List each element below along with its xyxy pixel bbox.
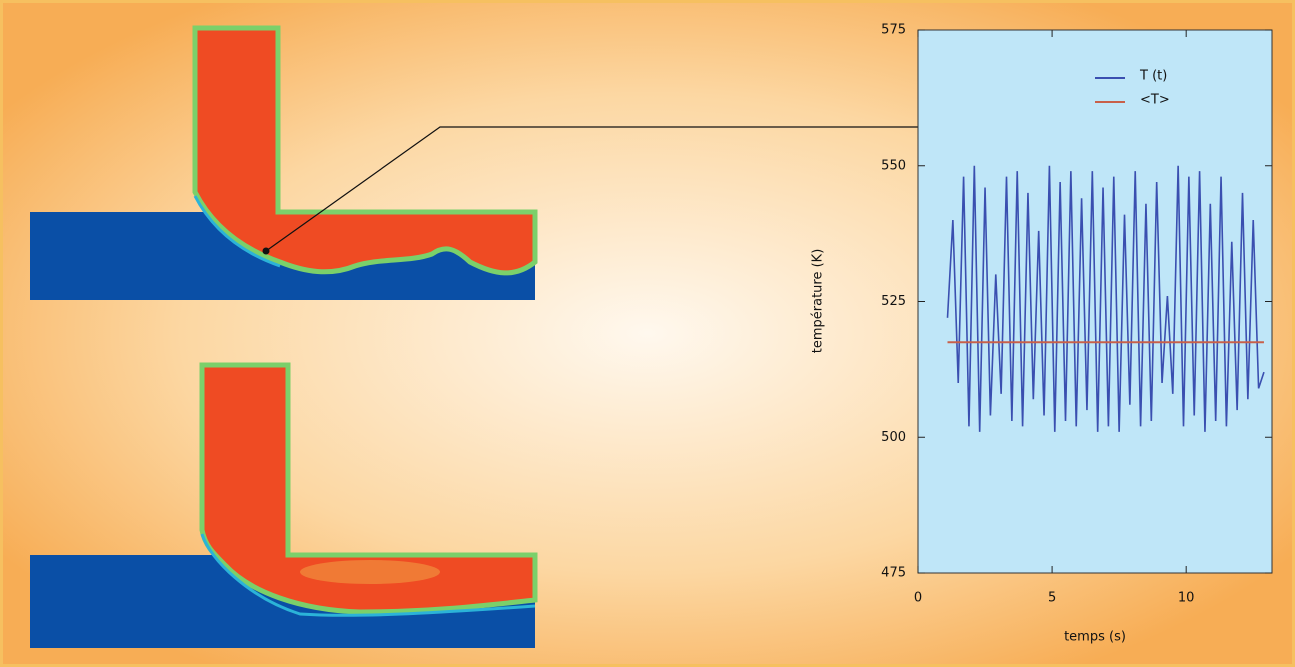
simulation-bottom [30,362,538,648]
legend-label: T (t) [1139,69,1167,84]
y-axis-label: température (K) [811,249,826,354]
y-tick-label: 550 [881,158,906,173]
hot-flow [199,362,538,615]
legend-label: <T> [1140,93,1170,108]
x-axis-label: temps (s) [1064,630,1126,645]
mixing-layer [193,195,281,268]
y-tick-label: 475 [881,566,906,581]
y-tick-label: 575 [881,23,906,38]
simulation-top [30,25,918,300]
y-tick-label: 500 [881,430,906,445]
chart: temps (s) température (K) 475 500 525 550 57… [811,23,1273,645]
mixing-layer [200,533,536,617]
data-line [946,165,1265,432]
x-tick-label: 10 [1178,591,1195,606]
x-tick-label: 0 [914,591,922,606]
y-tick-label: 525 [881,294,906,309]
hot-flow [192,25,538,276]
probe-connector [265,126,918,252]
x-tick-label: 5 [1048,591,1056,606]
recirculation [300,560,440,584]
